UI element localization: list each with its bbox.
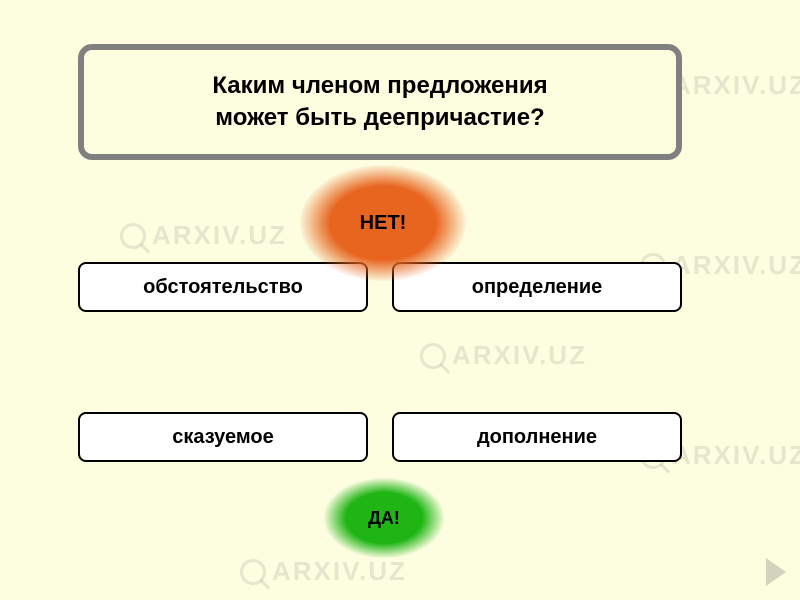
answer-option-1[interactable]: обстоятельство bbox=[78, 262, 368, 312]
watermark-text: ARXIV.UZ bbox=[672, 250, 800, 281]
watermark: ARXIV.UZ bbox=[120, 220, 287, 251]
feedback-badge-no: НЕТ! bbox=[300, 165, 466, 281]
answer-option-4[interactable]: дополнение bbox=[392, 412, 682, 462]
badge-no-label: НЕТ! bbox=[360, 212, 407, 235]
watermark-text: ARXIV.UZ bbox=[672, 70, 800, 101]
question-line-2: может быть деепричастие? bbox=[215, 102, 544, 134]
feedback-badge-yes: ДА! bbox=[324, 478, 444, 558]
answer-label: определение bbox=[472, 276, 603, 299]
answer-label: обстоятельство bbox=[143, 276, 303, 299]
watermark: ARXIV.UZ bbox=[240, 556, 407, 587]
watermark-text: ARXIV.UZ bbox=[452, 340, 587, 371]
watermark: ARXIV.UZ bbox=[420, 340, 587, 371]
badge-yes-label: ДА! bbox=[368, 508, 400, 529]
answer-label: сказуемое bbox=[172, 426, 274, 449]
answer-label: дополнение bbox=[477, 426, 597, 449]
answer-option-3[interactable]: сказуемое bbox=[78, 412, 368, 462]
question-box: Каким членом предложения может быть дееп… bbox=[78, 44, 682, 160]
next-arrow-icon[interactable] bbox=[766, 558, 786, 586]
watermark-text: ARXIV.UZ bbox=[672, 440, 800, 471]
answer-option-2[interactable]: определение bbox=[392, 262, 682, 312]
watermark-text: ARXIV.UZ bbox=[272, 556, 407, 587]
watermark-text: ARXIV.UZ bbox=[152, 220, 287, 251]
question-line-1: Каким членом предложения bbox=[212, 70, 547, 102]
